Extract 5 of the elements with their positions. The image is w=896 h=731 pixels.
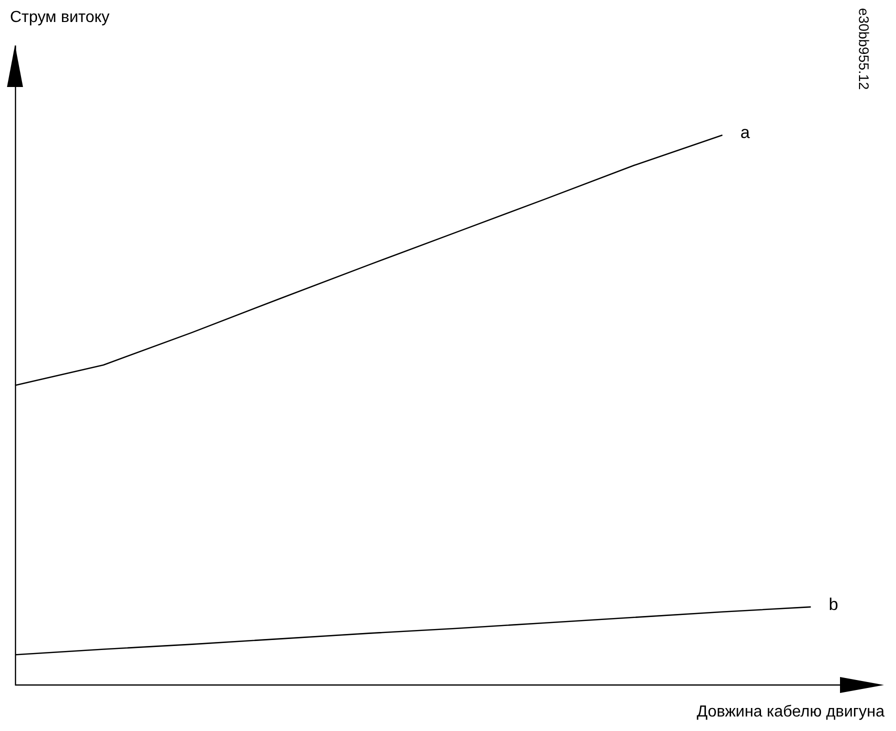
series-label: a xyxy=(740,123,750,142)
text: e30bb955.12 xyxy=(856,8,872,90)
x-axis-title: Довжина кабелю двигуна xyxy=(696,704,885,720)
text: Струм витоку xyxy=(10,9,110,27)
series-label: b xyxy=(828,594,838,614)
